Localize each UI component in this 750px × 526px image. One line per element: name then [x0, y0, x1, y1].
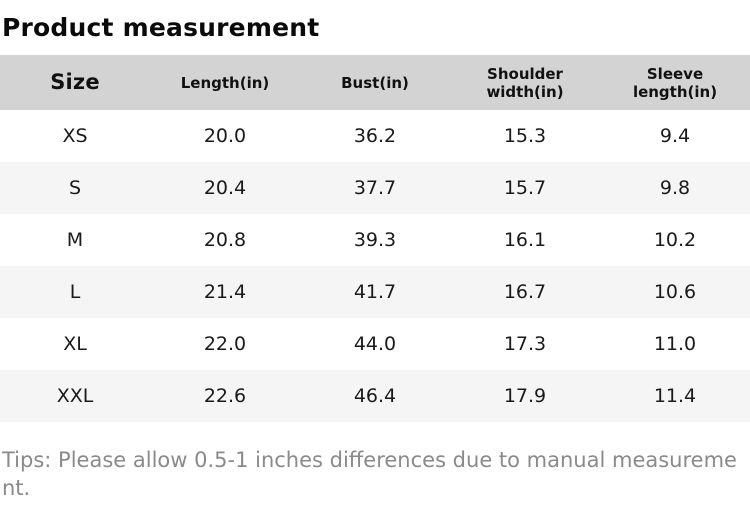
column-header-bust: Bust(in) [341, 73, 409, 92]
bust-cell: 41.7 [353, 281, 397, 303]
length-cell: 20.8 [203, 229, 247, 251]
sleeve-cell: 10.2 [653, 229, 697, 251]
shoulder-cell: 16.1 [503, 229, 547, 251]
sleeve-cell: 9.4 [659, 125, 691, 147]
size-cell: XL [63, 333, 87, 355]
column-header-size: Size [50, 69, 100, 94]
sleeve-cell: 9.8 [659, 177, 691, 199]
shoulder-cell: 16.7 [503, 281, 547, 303]
shoulder-cell: 17.9 [503, 385, 547, 407]
length-cell: 22.6 [203, 385, 247, 407]
length-cell: 20.4 [203, 177, 247, 199]
table-row-m: M 20.8 39.3 16.1 10.2 [0, 214, 750, 266]
bust-cell: 37.7 [353, 177, 397, 199]
shoulder-cell: 15.7 [503, 177, 547, 199]
bust-cell: 44.0 [353, 333, 397, 355]
measurement-table: Size Length(in) Bust(in) Shoulder width(… [0, 55, 750, 422]
page-title: Product measurement [2, 13, 320, 42]
size-cell: M [66, 229, 84, 251]
length-cell: 22.0 [203, 333, 247, 355]
sleeve-cell: 11.4 [653, 385, 697, 407]
shoulder-cell: 15.3 [503, 125, 547, 147]
size-cell: L [69, 281, 81, 303]
table-header-row: Size Length(in) Bust(in) Shoulder width(… [0, 55, 750, 110]
bust-cell: 39.3 [353, 229, 397, 251]
column-header-shoulder-width: Shoulder width(in) [486, 64, 564, 101]
shoulder-cell: 17.3 [503, 333, 547, 355]
sleeve-cell: 10.6 [653, 281, 697, 303]
table-row-xxl: XXL 22.6 46.4 17.9 11.4 [0, 370, 750, 422]
size-cell: XXL [56, 385, 94, 407]
sleeve-cell: 11.0 [653, 333, 697, 355]
bust-cell: 46.4 [353, 385, 397, 407]
table-row-xs: XS 20.0 36.2 15.3 9.4 [0, 110, 750, 162]
size-cell: XS [62, 125, 88, 147]
column-header-length: Length(in) [180, 73, 270, 92]
tips-text: Tips: Please allow 0.5-1 inches differen… [2, 448, 737, 500]
table-row-s: S 20.4 37.7 15.7 9.8 [0, 162, 750, 214]
table-row-xl: XL 22.0 44.0 17.3 11.0 [0, 318, 750, 370]
length-cell: 20.0 [203, 125, 247, 147]
length-cell: 21.4 [203, 281, 247, 303]
bust-cell: 36.2 [353, 125, 397, 147]
size-cell: S [68, 177, 82, 199]
column-header-sleeve-length: Sleeve length(in) [632, 64, 718, 101]
table-row-l: L 21.4 41.7 16.7 10.6 [0, 266, 750, 318]
